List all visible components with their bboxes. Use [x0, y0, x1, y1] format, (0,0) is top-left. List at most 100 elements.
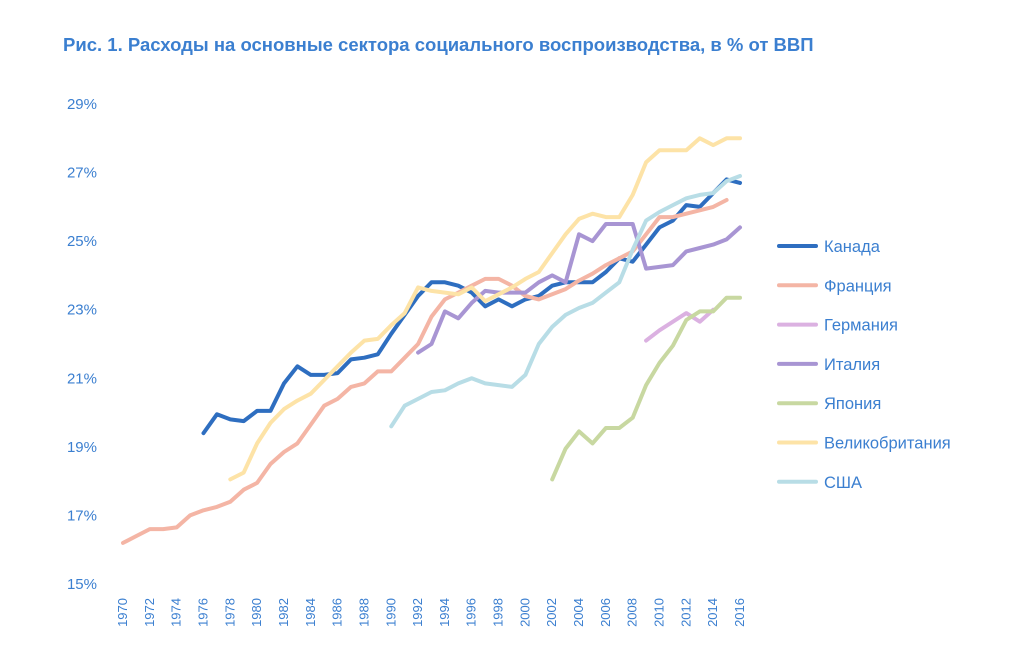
x-tick-label: 1998: [491, 598, 506, 627]
data-point: [443, 280, 447, 284]
series-0: [201, 177, 742, 436]
data-point: [242, 471, 246, 475]
data-point: [376, 337, 380, 341]
legend-label: Франция: [824, 277, 892, 295]
data-point: [577, 232, 581, 236]
data-point: [523, 291, 528, 295]
data-point: [215, 505, 219, 509]
series-line: [550, 295, 742, 482]
data-point: [416, 294, 420, 298]
data-point: [429, 342, 434, 346]
data-point: [604, 291, 608, 295]
data-point: [336, 397, 340, 401]
x-tick-label: 2004: [571, 598, 586, 627]
data-point: [698, 136, 702, 140]
data-point: [698, 320, 702, 324]
data-point: [470, 291, 474, 295]
data-point: [698, 208, 702, 212]
data-point: [188, 513, 192, 518]
data-point: [738, 174, 742, 178]
data-point: [684, 203, 688, 207]
data-point: [497, 383, 501, 387]
data-point: [523, 297, 528, 301]
data-point: [698, 193, 702, 197]
data-point: [148, 527, 152, 531]
data-point: [577, 279, 581, 283]
data-point: [550, 273, 554, 277]
x-tick-label: 1992: [410, 598, 425, 627]
data-point: [416, 351, 420, 355]
legend-item: Канада: [777, 238, 881, 256]
data-point: [617, 280, 621, 284]
x-tick-label: 2016: [732, 598, 747, 627]
data-point: [711, 191, 715, 195]
legend-item: Великобритания: [777, 435, 951, 453]
data-point: [684, 311, 688, 315]
data-point: [322, 404, 326, 408]
data-point: [268, 409, 273, 413]
data-point: [416, 285, 420, 289]
data-point: [483, 277, 487, 281]
data-point: [362, 339, 366, 343]
data-point: [403, 404, 407, 408]
chart-title: Рис. 1. Расходы на основные сектора соци…: [63, 34, 814, 55]
x-tick-label: 1976: [195, 598, 210, 627]
data-point: [470, 301, 474, 305]
data-point: [255, 481, 259, 485]
data-point: [564, 287, 568, 291]
data-point: [590, 280, 595, 284]
data-point: [631, 248, 635, 252]
data-point: [577, 429, 581, 433]
data-point: [268, 421, 273, 425]
data-point: [497, 292, 501, 296]
data-point: [617, 256, 621, 260]
x-tick-label: 1984: [303, 598, 318, 627]
x-tick-label: 1978: [222, 598, 237, 627]
series-lines: [121, 136, 742, 545]
data-point: [416, 397, 420, 401]
x-tick-label: 1974: [169, 598, 184, 627]
data-point: [349, 385, 353, 389]
data-point: [590, 212, 595, 216]
data-point: [443, 388, 447, 392]
data-point: [590, 272, 595, 276]
data-point: [617, 222, 621, 226]
legend-label: США: [824, 474, 862, 492]
data-point: [228, 500, 232, 504]
data-point: [725, 198, 729, 202]
x-tick-label: 1990: [383, 598, 398, 627]
data-point: [416, 342, 420, 346]
y-tick-label: 29%: [67, 96, 97, 113]
legend-label: Италия: [824, 356, 880, 374]
x-tick-label: 1988: [356, 598, 371, 627]
data-point: [456, 292, 460, 296]
data-point: [510, 291, 514, 295]
data-point: [389, 323, 393, 327]
data-point: [295, 399, 299, 403]
data-point: [497, 297, 501, 301]
data-point: [443, 297, 447, 301]
data-point: [161, 527, 165, 531]
x-tick-label: 1972: [142, 598, 157, 627]
data-point: [429, 289, 434, 293]
legend-label: Канада: [824, 238, 881, 256]
data-point: [671, 148, 675, 152]
data-point: [201, 508, 206, 512]
legend-item: США: [777, 474, 862, 492]
data-point: [510, 385, 514, 389]
data-point: [523, 277, 528, 281]
data-point: [362, 381, 366, 385]
series-line: [121, 198, 729, 545]
data-point: [550, 251, 554, 255]
data-point: [644, 219, 648, 223]
x-tick-label: 2012: [678, 598, 693, 627]
data-point: [738, 181, 742, 185]
data-point: [429, 280, 434, 284]
data-point: [590, 301, 595, 305]
data-point: [617, 426, 621, 430]
data-point: [497, 277, 501, 281]
data-point: [657, 225, 662, 229]
data-point: [456, 316, 460, 320]
series-4: [550, 295, 742, 482]
x-tick-label: 2008: [625, 598, 640, 627]
